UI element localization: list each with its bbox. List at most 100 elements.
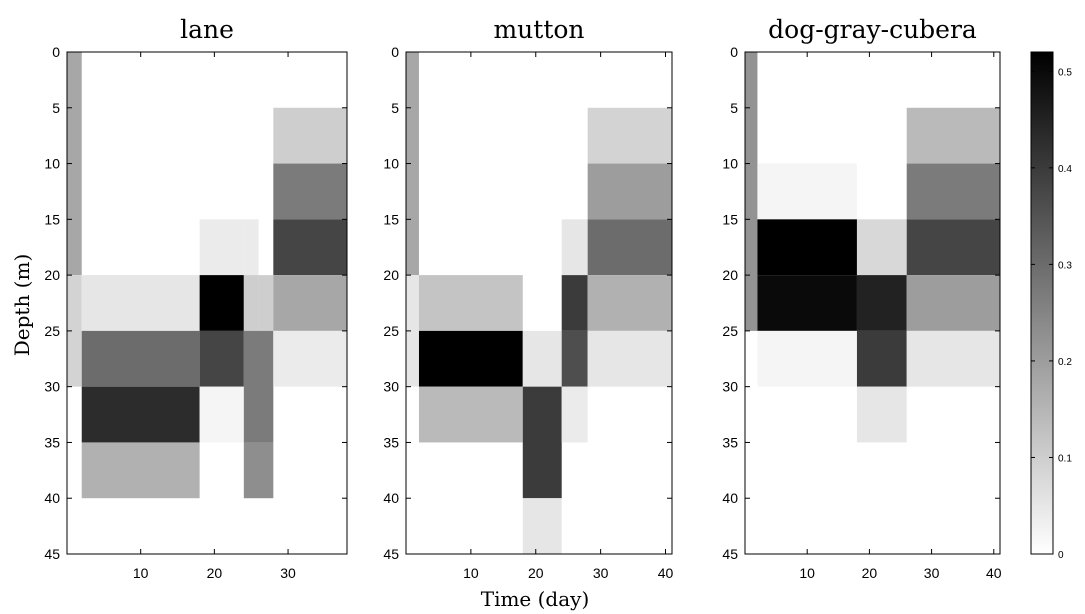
- heatmap-cell: [418, 330, 523, 387]
- colorbar-tick-label: 0: [1058, 550, 1064, 561]
- heatmap-cell: [243, 275, 259, 331]
- y-tick-label: 10: [383, 156, 399, 172]
- heatmap-cell: [522, 330, 562, 387]
- x-tick-label: 20: [862, 565, 878, 581]
- y-tick-label: 0: [391, 44, 399, 60]
- heatmap-cell: [906, 107, 1000, 164]
- heatmap-cell: [406, 275, 419, 387]
- heatmap-cell: [273, 107, 347, 164]
- y-tick-label: 45: [44, 546, 60, 562]
- y-tick-label: 0: [52, 44, 60, 60]
- heatmap-cell: [522, 386, 562, 499]
- heatmap-cell: [856, 275, 907, 331]
- heatmap-cell: [199, 275, 244, 331]
- colorbar-tick-label: 0.5: [1058, 67, 1072, 78]
- panel-dog-gray-cubera: 0 5 10 15 20 25 30 35 40 45 10 20 30 40 dog-gray-cuber…: [722, 15, 1001, 581]
- heatmap-cell: [199, 330, 244, 387]
- heatmap-cell: [906, 219, 1000, 276]
- colorbar-tick-label: 0.3: [1058, 260, 1072, 271]
- heatmap-cell: [273, 163, 347, 220]
- heatmap-cell: [273, 219, 347, 276]
- y-tick-label: 15: [383, 211, 399, 227]
- panel-title: dog-gray-cubera: [768, 15, 977, 44]
- heatmap-cell: [81, 330, 200, 387]
- heatmap-cell: [745, 52, 758, 331]
- x-tick-label: 20: [207, 565, 223, 581]
- x-axis-label: Time (day): [481, 587, 590, 611]
- y-tick-label: 35: [44, 434, 60, 450]
- y-tick-label: 20: [44, 267, 60, 283]
- heatmap-cell: [199, 386, 244, 443]
- heatmap-cell: [273, 330, 347, 387]
- heatmap-cell: [587, 275, 672, 331]
- y-tick-label: 45: [722, 546, 738, 562]
- x-tick-label: 10: [463, 565, 479, 581]
- heatmap-cell: [81, 442, 200, 499]
- heatmap-cell: [561, 386, 588, 443]
- x-tick-label: 40: [986, 565, 1002, 581]
- heatmap-cell: [906, 275, 1000, 331]
- heatmap-cell: [587, 107, 672, 164]
- plot-frame: [405, 51, 673, 555]
- x-tick-label: 20: [528, 565, 544, 581]
- y-axis-label: Depth (m): [10, 254, 34, 357]
- y-tick-label: 10: [722, 156, 738, 172]
- heatmap-cell: [243, 330, 274, 443]
- y-tick-label: 40: [44, 490, 60, 506]
- x-tick-label: 10: [799, 565, 815, 581]
- heatmap-cell: [243, 442, 274, 499]
- heatmap-cell: [561, 275, 588, 331]
- heatmap-cell: [418, 386, 523, 443]
- plot-frame: [744, 51, 1001, 555]
- x-tick-label: 30: [280, 565, 296, 581]
- heatmap-cell: [81, 275, 200, 331]
- heatmap-cell: [856, 219, 907, 276]
- heatmap-cell: [561, 219, 588, 276]
- heatmap-cell: [522, 498, 562, 554]
- heatmap-cell: [258, 275, 274, 331]
- y-tick-label: 5: [730, 100, 738, 116]
- y-tick-label: 35: [383, 434, 399, 450]
- heatmap-cell: [906, 163, 1000, 220]
- y-tick-label: 30: [722, 379, 738, 395]
- heatmap-cell: [561, 330, 588, 387]
- y-tick-label: 40: [722, 490, 738, 506]
- y-tick-label: 30: [383, 379, 399, 395]
- heatmap-cell: [273, 275, 347, 331]
- y-tick-label: 15: [722, 211, 738, 227]
- heatmap-cell: [587, 163, 672, 220]
- y-tick-label: 25: [722, 323, 738, 339]
- y-tick-label: 40: [383, 490, 399, 506]
- y-tick-label: 15: [44, 211, 60, 227]
- y-tick-label: 5: [52, 100, 60, 116]
- plot-frame: [66, 51, 348, 555]
- x-tick-label: 30: [924, 565, 940, 581]
- heatmap-cell: [856, 330, 907, 387]
- panel-title: lane: [180, 15, 234, 44]
- heatmap-cell: [199, 219, 244, 276]
- heatmap-cell: [757, 219, 857, 276]
- y-tick-label: 10: [44, 156, 60, 172]
- x-tick-label: 40: [658, 565, 674, 581]
- heatmap-cell: [757, 275, 857, 331]
- heatmap-cell: [757, 163, 857, 220]
- x-tick-label: 30: [593, 565, 609, 581]
- panel-title: mutton: [493, 15, 584, 44]
- y-tick-label: 35: [722, 434, 738, 450]
- y-tick-label: 20: [722, 267, 738, 283]
- colorbar-tick-label: 0.1: [1058, 453, 1072, 464]
- colorbar-gradient: [1030, 51, 1054, 555]
- colorbar: 0 0.1 0.2 0.3 0.4 0.5: [1030, 51, 1072, 561]
- heatmap-cell: [856, 386, 907, 443]
- heatmap-cell: [587, 219, 672, 276]
- y-tick-label: 25: [383, 323, 399, 339]
- heatmap-cell: [418, 275, 523, 331]
- heatmap-cell: [243, 219, 259, 276]
- heatmap-cell: [757, 330, 857, 387]
- heatmap-cell: [587, 330, 672, 387]
- colorbar-tick-label: 0.4: [1058, 164, 1072, 175]
- panel-mutton: 0 5 10 15 20 25 30 35 40 45 10 20 30 40 mutton: [383, 15, 673, 581]
- y-tick-label: 5: [391, 100, 399, 116]
- heatmap-cell: [906, 330, 1000, 387]
